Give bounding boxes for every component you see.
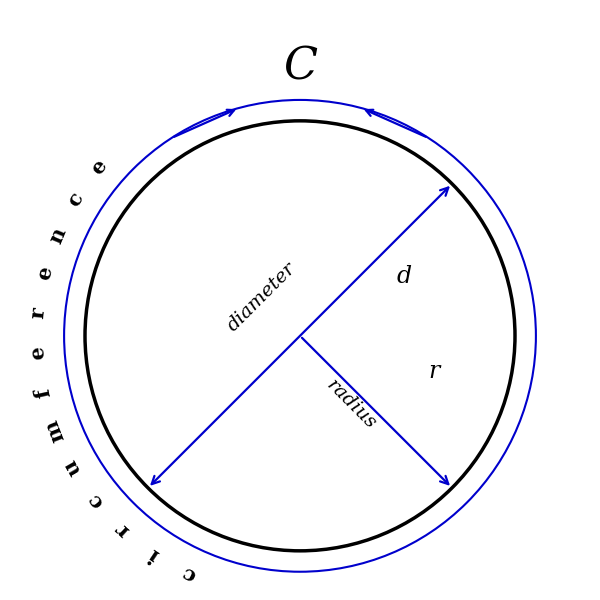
Text: m: m — [42, 417, 68, 445]
Text: n: n — [45, 224, 70, 246]
Text: e: e — [28, 346, 48, 360]
Text: e: e — [34, 265, 56, 282]
Text: r: r — [28, 307, 49, 319]
Text: u: u — [60, 455, 85, 479]
Text: d: d — [397, 265, 412, 287]
Text: i: i — [145, 544, 163, 565]
Text: diameter: diameter — [223, 259, 299, 335]
Text: e: e — [87, 155, 110, 178]
Text: c: c — [179, 562, 199, 586]
Text: c: c — [83, 489, 107, 512]
Text: r: r — [112, 518, 133, 541]
Text: C: C — [283, 46, 317, 89]
Text: f: f — [33, 386, 54, 399]
Text: radius: radius — [322, 376, 379, 433]
Text: r: r — [429, 360, 440, 383]
Text: c: c — [64, 189, 87, 210]
